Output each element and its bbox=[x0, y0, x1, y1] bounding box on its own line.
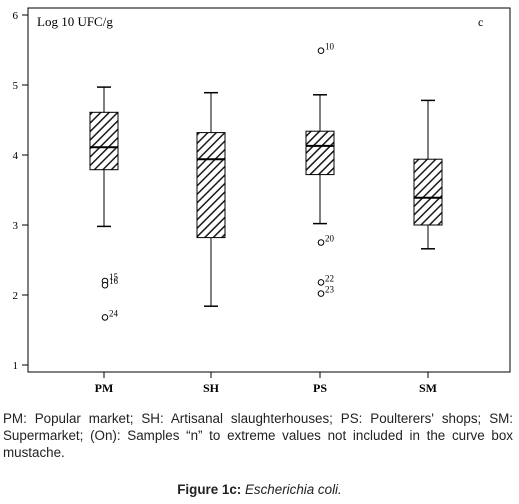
y-tick-label-3: 3 bbox=[13, 220, 19, 232]
outlier-label: 10 bbox=[325, 42, 335, 52]
outlier-label: 15 bbox=[109, 272, 119, 282]
outlier-24: 24 bbox=[101, 308, 119, 321]
outlier-16: 16 bbox=[101, 276, 119, 289]
outlier-10: 10 bbox=[317, 42, 335, 55]
outlier-point bbox=[317, 290, 325, 297]
iqr-box bbox=[413, 158, 443, 226]
y-tick-label-1: 1 bbox=[13, 360, 19, 372]
y-tick-label-2: 2 bbox=[13, 290, 19, 302]
outlier-point bbox=[101, 281, 109, 289]
x-tick-label-SM: SM bbox=[419, 381, 437, 395]
x-tick-label-PM: PM bbox=[95, 381, 114, 395]
outlier-label: 23 bbox=[325, 285, 335, 295]
iqr-box bbox=[196, 132, 226, 239]
x-tick-label-SH: SH bbox=[203, 381, 220, 395]
outlier-label: 16 bbox=[109, 276, 119, 286]
outlier-point bbox=[317, 47, 325, 55]
outlier-23: 23 bbox=[317, 285, 335, 297]
plot-frame bbox=[27, 7, 511, 373]
outlier-label: 24 bbox=[109, 308, 119, 318]
outlier-point bbox=[317, 279, 325, 286]
box-PM bbox=[89, 86, 119, 228]
organism-name: Escherichia coli. bbox=[244, 482, 342, 497]
iqr-box bbox=[89, 111, 119, 171]
boxes bbox=[89, 86, 443, 307]
box-SM bbox=[413, 99, 443, 250]
y-tick-label-6: 6 bbox=[13, 10, 19, 22]
figure-caption: PM: Popular market; SH: Artisanal slaugh… bbox=[3, 411, 513, 460]
outlier-label: 20 bbox=[325, 234, 335, 244]
figure-title: Figure 1c: Escherichia coli. bbox=[0, 482, 519, 497]
box-PS bbox=[305, 94, 335, 225]
outlier-20: 20 bbox=[317, 234, 335, 246]
y-tick-label-4: 4 bbox=[13, 150, 19, 162]
iqr-box bbox=[305, 130, 335, 176]
outlier-22: 22 bbox=[317, 273, 334, 286]
x-tick-label-PS: PS bbox=[313, 381, 327, 395]
box-SH bbox=[196, 91, 226, 307]
y-tick-label-5: 5 bbox=[13, 80, 19, 92]
x-axis: PM SH PS SM bbox=[95, 372, 437, 395]
outlier-point bbox=[317, 239, 325, 246]
panel-label: c bbox=[478, 15, 483, 29]
outlier-point bbox=[101, 314, 109, 321]
y-axis: 1 2 3 4 5 6 bbox=[13, 10, 28, 372]
figure-label: Figure 1c: bbox=[177, 482, 242, 497]
outlier-label: 22 bbox=[325, 273, 334, 283]
y-axis-label: Log 10 UFC/g bbox=[37, 14, 113, 29]
